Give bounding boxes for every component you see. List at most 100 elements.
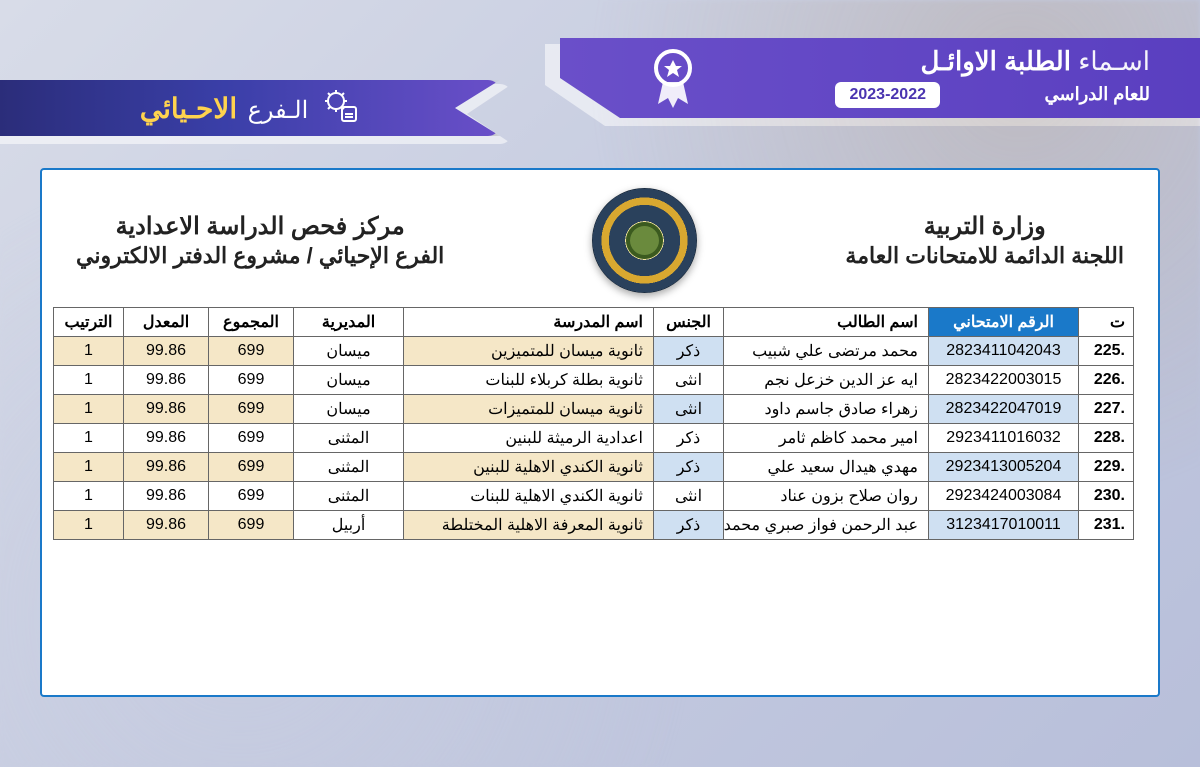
science-gear-icon <box>322 87 360 130</box>
cell-dir: ميسان <box>294 337 404 366</box>
cell-avg: 99.86 <box>124 482 209 511</box>
cell-name: عبد الرحمن فواز صبري محمد <box>724 511 929 540</box>
cell-dir: المثنى <box>294 482 404 511</box>
cell-sum: 699 <box>209 511 294 540</box>
cell-gender: انثى <box>654 366 724 395</box>
cell-school: ثانوية بطلة كربلاء للبنات <box>404 366 654 395</box>
cell-school: ثانوية الكندي الاهلية للبنات <box>404 482 654 511</box>
ministry-title: وزارة التربية <box>845 212 1124 241</box>
cell-idx: .231 <box>1079 511 1134 540</box>
cell-avg: 99.86 <box>124 453 209 482</box>
results-card: وزارة التربية اللجنة الدائمة للامتحانات … <box>40 168 1160 697</box>
cell-rank: 1 <box>54 453 124 482</box>
award-ribbon-icon <box>646 46 700 115</box>
header-right-block: وزارة التربية اللجنة الدائمة للامتحانات … <box>845 212 1124 269</box>
cell-dir: ميسان <box>294 395 404 424</box>
branch-banner: الـفرع الاحـيائي <box>0 80 500 144</box>
table-row: .2272823422047019زهراء صادق جاسم داودانث… <box>54 395 1134 424</box>
cell-school: ثانوية ميسان للمتميزين <box>404 337 654 366</box>
table-row: .2313123417010011عبد الرحمن فواز صبري مح… <box>54 511 1134 540</box>
cell-school: ثانوية الكندي الاهلية للبنين <box>404 453 654 482</box>
cell-sum: 699 <box>209 453 294 482</box>
cell-rank: 1 <box>54 511 124 540</box>
title-line: اسـماء الطلبة الاوائـل <box>920 46 1150 77</box>
cell-rank: 1 <box>54 337 124 366</box>
cell-idx: .229 <box>1079 453 1134 482</box>
cell-avg: 99.86 <box>124 395 209 424</box>
header-left-block: مركز فحص الدراسة الاعدادية الفرع الإحيائ… <box>76 212 444 269</box>
cell-school: ثانوية المعرفة الاهلية المختلطة <box>404 511 654 540</box>
col-rank: الترتيب <box>54 308 124 337</box>
cell-name: زهراء صادق جاسم داود <box>724 395 929 424</box>
cell-avg: 99.86 <box>124 337 209 366</box>
cell-avg: 99.86 <box>124 424 209 453</box>
cell-rank: 1 <box>54 395 124 424</box>
table-header-row: ت الرقم الامتحاني اسم الطالب الجنس اسم ا… <box>54 308 1134 337</box>
cell-gender: ذكر <box>654 511 724 540</box>
cell-dir: أربيل <box>294 511 404 540</box>
cell-name: مهدي هيدال سعيد علي <box>724 453 929 482</box>
table-row: .2262823422003015ايه عز الدين خزعل نجمان… <box>54 366 1134 395</box>
cell-exam: 2823422003015 <box>929 366 1079 395</box>
branch-label: الـفرع <box>248 97 309 124</box>
cell-idx: .226 <box>1079 366 1134 395</box>
top-banner-row: اسـماء الطلبة الاوائـل للعام الدراسي 202… <box>0 38 1200 148</box>
results-table: ت الرقم الامتحاني اسم الطالب الجنس اسم ا… <box>53 307 1134 540</box>
col-dir: المديرية <box>294 308 404 337</box>
cell-avg: 99.86 <box>124 366 209 395</box>
col-exam: الرقم الامتحاني <box>929 308 1079 337</box>
cell-exam: 2823411042043 <box>929 337 1079 366</box>
cell-exam: 2923411016032 <box>929 424 1079 453</box>
center-title: مركز فحص الدراسة الاعدادية <box>76 212 444 241</box>
cell-rank: 1 <box>54 424 124 453</box>
cell-name: ايه عز الدين خزعل نجم <box>724 366 929 395</box>
cell-idx: .230 <box>1079 482 1134 511</box>
cell-sum: 699 <box>209 366 294 395</box>
card-header: وزارة التربية اللجنة الدائمة للامتحانات … <box>66 184 1134 307</box>
cell-dir: المثنى <box>294 424 404 453</box>
cell-sum: 699 <box>209 337 294 366</box>
cell-gender: ذكر <box>654 453 724 482</box>
cell-idx: .225 <box>1079 337 1134 366</box>
cell-school: اعدادية الرميثة للبنين <box>404 424 654 453</box>
col-idx: ت <box>1079 308 1134 337</box>
ministry-seal-icon <box>592 188 697 293</box>
cell-exam: 2923413005204 <box>929 453 1079 482</box>
cell-name: امير محمد كاظم ثامر <box>724 424 929 453</box>
col-name: اسم الطالب <box>724 308 929 337</box>
cell-gender: ذكر <box>654 337 724 366</box>
cell-dir: المثنى <box>294 453 404 482</box>
cell-idx: .227 <box>1079 395 1134 424</box>
cell-name: محمد مرتضى علي شبيب <box>724 337 929 366</box>
cell-sum: 699 <box>209 424 294 453</box>
cell-rank: 1 <box>54 366 124 395</box>
cell-exam: 2923424003084 <box>929 482 1079 511</box>
year-label: للعام الدراسي <box>1045 84 1150 105</box>
table-row: .2282923411016032امير محمد كاظم ثامرذكرا… <box>54 424 1134 453</box>
cell-sum: 699 <box>209 395 294 424</box>
cell-rank: 1 <box>54 482 124 511</box>
table-row: .2302923424003084روان صلاح بزون عنادانثى… <box>54 482 1134 511</box>
cell-name: روان صلاح بزون عناد <box>724 482 929 511</box>
cell-idx: .228 <box>1079 424 1134 453</box>
year-pill: 2023-2022 <box>835 82 940 108</box>
cell-avg: 99.86 <box>124 511 209 540</box>
cell-exam: 3123417010011 <box>929 511 1079 540</box>
title-bold: الطلبة الاوائـل <box>920 46 1070 76</box>
cell-gender: انثى <box>654 395 724 424</box>
committee-title: اللجنة الدائمة للامتحانات العامة <box>845 243 1124 269</box>
col-gender: الجنس <box>654 308 724 337</box>
title-banner: اسـماء الطلبة الاوائـل للعام الدراسي 202… <box>560 38 1200 132</box>
branch-name: الاحـيائي <box>140 93 237 124</box>
table-row: .2252823411042043محمد مرتضى علي شبيبذكرث… <box>54 337 1134 366</box>
cell-gender: انثى <box>654 482 724 511</box>
col-sum: المجموع <box>209 308 294 337</box>
table-row: .2292923413005204مهدي هيدال سعيد عليذكرث… <box>54 453 1134 482</box>
cell-gender: ذكر <box>654 424 724 453</box>
cell-dir: ميسان <box>294 366 404 395</box>
cell-school: ثانوية ميسان للمتميزات <box>404 395 654 424</box>
col-avg: المعدل <box>124 308 209 337</box>
col-school: اسم المدرسة <box>404 308 654 337</box>
cell-exam: 2823422047019 <box>929 395 1079 424</box>
project-title: الفرع الإحيائي / مشروع الدفتر الالكتروني <box>76 243 444 269</box>
